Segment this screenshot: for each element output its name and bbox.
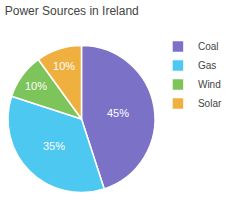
svg-text:35%: 35% [43,140,65,152]
svg-text:Coal: Coal [198,41,219,52]
svg-text:Gas: Gas [198,60,216,71]
svg-text:10%: 10% [25,80,47,92]
svg-text:10%: 10% [53,60,75,72]
svg-text:Wind: Wind [198,79,221,90]
svg-text:Power Sources in Ireland: Power Sources in Ireland [5,4,139,18]
svg-text:Solar: Solar [198,98,222,109]
svg-text:45%: 45% [107,107,129,119]
